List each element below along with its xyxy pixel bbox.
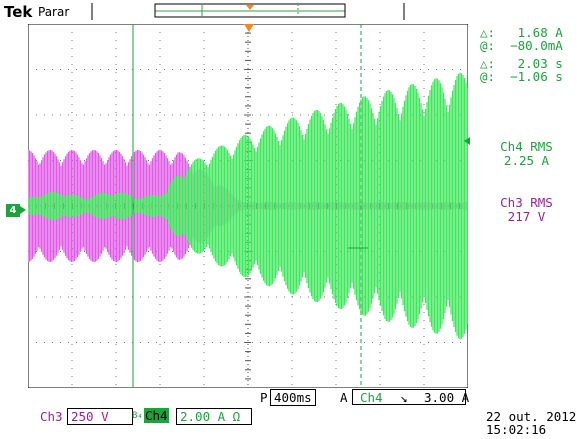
- cursor-at-amplitude: @: −80.0mA: [480, 38, 563, 53]
- ch3-name: Ch3: [40, 409, 63, 424]
- date-text: 22 out. 2012: [486, 409, 577, 424]
- ch3-scale[interactable]: 250 V: [67, 408, 133, 425]
- timebase-prefix: P: [260, 390, 268, 405]
- trigger-slope-icon: ↘: [400, 390, 408, 405]
- ch4-scale[interactable]: 2.00 A Ω: [176, 408, 252, 425]
- record-position-bar: [91, 3, 405, 20]
- trigger-source: Ch4: [360, 390, 383, 405]
- cursor-lines[interactable]: [132, 24, 368, 388]
- waveform-display: [28, 24, 468, 388]
- cursor-delta-amplitude: △: 1.68 A: [480, 25, 563, 40]
- time-text: 15:02:16: [486, 422, 547, 437]
- ch4-name[interactable]: Ch4: [144, 408, 169, 423]
- ch3-rms-value: 217 V: [507, 209, 546, 224]
- channel-settings-bar: Ch3 250 V B₄ Ch4 2.00 A Ω: [0, 407, 470, 425]
- ch4-ground-marker-icon[interactable]: 4: [6, 204, 26, 217]
- trigger-box[interactable]: [352, 389, 466, 405]
- trigger-level: 3.00 A: [424, 390, 470, 405]
- ch4-waveform: [28, 72, 468, 340]
- ch4-level-arrow-icon: [464, 137, 470, 145]
- ch4-rms-value: 2.25 A: [503, 153, 550, 168]
- timebase-scale[interactable]: 400ms: [270, 389, 316, 406]
- ch4-rms-label: Ch4 RMS: [500, 139, 553, 154]
- top-status-bar: Tek Parar: [0, 0, 577, 22]
- brand-logo: Tek: [4, 3, 33, 21]
- cursor-readouts: △: 1.68 A @: −80.0mA △: 2.03 s @: −1.06 …: [480, 26, 577, 83]
- ch3-rms-label: Ch3 RMS: [500, 195, 553, 210]
- trigger-mode: A: [340, 390, 348, 405]
- ch4-rms-measurement: Ch4 RMS 2.25 A: [478, 140, 575, 168]
- waveforms: [28, 72, 468, 340]
- ch3-rms-measurement: Ch3 RMS 217 V: [478, 196, 575, 224]
- cursor-delta-time: △: 2.03 s: [480, 56, 563, 71]
- trigger-position-icon: [244, 24, 254, 32]
- acquisition-status: Parar: [38, 5, 70, 19]
- cursor-at-time: @: −1.06 s: [480, 69, 563, 84]
- timestamp: 22 out. 2012 15:02:16: [486, 410, 576, 436]
- bandwidth-limit-flag: B₄: [132, 411, 143, 421]
